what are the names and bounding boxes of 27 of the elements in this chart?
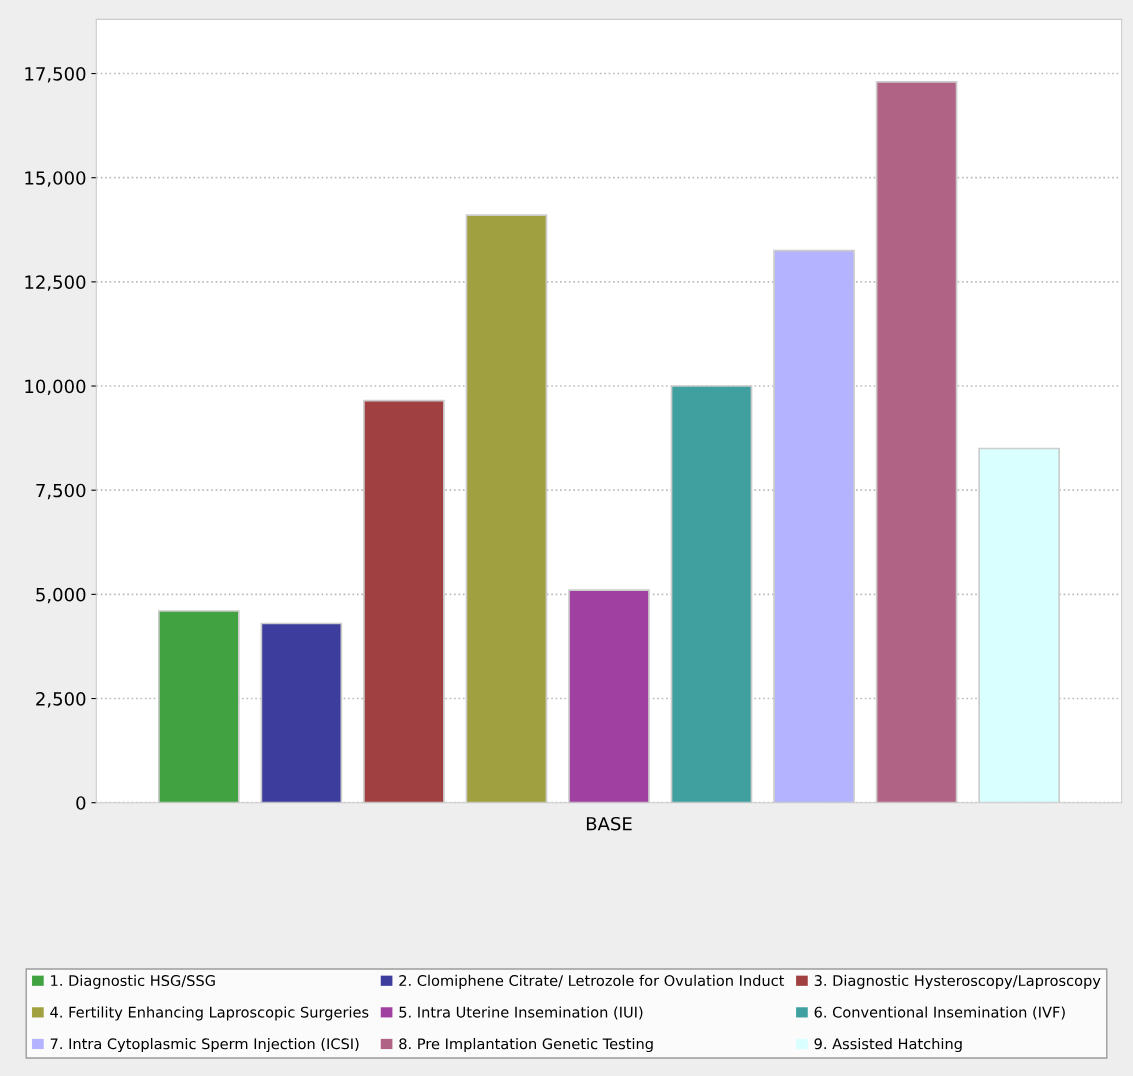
y-tick-label: 7,500 [36, 483, 86, 500]
y-tick-label: 10,000 [25, 379, 86, 395]
legend-label: 7. Intra Cytoplasmic Sperm Injection (ICSI) [50, 1038, 359, 1053]
bar [875, 81, 958, 803]
x-tick-label: BASE [586, 816, 632, 831]
legend-label: 6. Conventional Insemination (IVF) [814, 1006, 1065, 1020]
y-tick-label: 12,500 [25, 275, 86, 291]
legend-label: 2. Clomiphene Citrate/ Letrozole for Ovulation Induct [399, 974, 785, 989]
y-tick-label: 15,000 [25, 171, 86, 187]
bar [465, 214, 548, 803]
bar [260, 622, 343, 803]
y-tick-label: 17,500 [25, 66, 86, 83]
bar [568, 589, 650, 803]
legend-label: 5. Intra Uterine Insemination (IUI) [399, 1006, 643, 1020]
legend-label: 4. Fertility Enhancing Laproscopic Surgeries [50, 1006, 369, 1021]
y-tick-label: 5,000 [36, 587, 86, 604]
y-tick-label: 2,500 [36, 691, 86, 708]
bar [158, 610, 240, 803]
bar [978, 447, 1060, 803]
legend-label: 8. Pre Implantation Genetic Testing [399, 1038, 653, 1053]
y-tick-label: 0 [76, 796, 86, 810]
bar [363, 399, 445, 803]
bar [773, 249, 855, 803]
bar [670, 385, 753, 803]
legend-label: 3. Diagnostic Hysteroscopy/Laproscopy [814, 974, 1101, 989]
legend-label: 9. Assisted Hatching [814, 1038, 962, 1053]
legend-label: 1. Diagnostic HSG/SSG [51, 974, 215, 989]
